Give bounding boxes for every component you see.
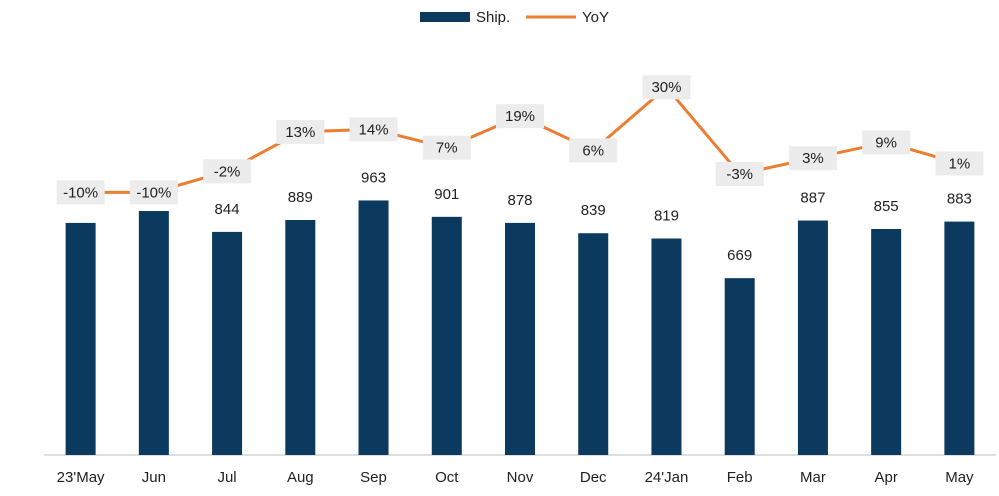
x-tick-label: Dec bbox=[580, 469, 607, 486]
data-label: -10% bbox=[63, 184, 98, 201]
bar bbox=[138, 211, 169, 455]
data-label: 3% bbox=[802, 150, 824, 167]
data-label-bg bbox=[422, 135, 471, 160]
data-label-bg bbox=[56, 180, 105, 205]
legend-swatch bbox=[420, 12, 470, 22]
bar bbox=[944, 221, 975, 455]
data-label: 844 bbox=[215, 201, 240, 218]
data-label: 7% bbox=[436, 140, 458, 157]
data-label-bg bbox=[569, 138, 618, 163]
x-tick-label: Aug bbox=[287, 469, 314, 486]
x-tick-label: Jul bbox=[217, 469, 236, 486]
data-label: 669 bbox=[727, 247, 752, 264]
x-tick-label: May bbox=[945, 469, 974, 486]
x-tick-label: Feb bbox=[727, 469, 753, 486]
data-label-bg bbox=[935, 151, 984, 176]
data-label-bg bbox=[788, 146, 837, 171]
bar bbox=[651, 238, 682, 455]
legend-label: YoY bbox=[582, 9, 609, 26]
data-label-bg bbox=[276, 119, 325, 144]
bar bbox=[431, 216, 462, 455]
legend-label: Ship. bbox=[476, 9, 510, 26]
data-label: 19% bbox=[505, 108, 535, 125]
data-label: 30% bbox=[651, 79, 681, 96]
x-tick-label: Nov bbox=[507, 469, 534, 486]
data-label: -2% bbox=[214, 163, 241, 180]
data-label-bg bbox=[642, 75, 691, 100]
data-label: 14% bbox=[359, 121, 389, 138]
data-label: 883 bbox=[947, 191, 972, 208]
data-label: 839 bbox=[581, 202, 606, 219]
bar bbox=[212, 231, 243, 455]
x-tick-label: 23'May bbox=[57, 469, 105, 486]
data-label-bg bbox=[715, 161, 764, 186]
data-label: 13% bbox=[285, 124, 315, 141]
bar bbox=[797, 220, 828, 455]
x-tick-label: Sep bbox=[360, 469, 387, 486]
x-tick-label: Jun bbox=[142, 469, 166, 486]
bar bbox=[871, 228, 902, 455]
data-label-bg bbox=[203, 159, 252, 184]
bar bbox=[65, 222, 96, 455]
data-label: 901 bbox=[434, 186, 459, 203]
x-tick-label: Apr bbox=[874, 469, 897, 486]
data-label: 963 bbox=[361, 169, 386, 186]
bar bbox=[505, 222, 535, 455]
bar bbox=[285, 220, 316, 455]
data-label: 889 bbox=[288, 189, 313, 206]
data-label: 878 bbox=[507, 192, 532, 209]
data-label-bg bbox=[349, 117, 398, 142]
x-tick-label: Oct bbox=[435, 469, 459, 486]
data-label: -10% bbox=[136, 184, 171, 201]
bar bbox=[578, 233, 609, 455]
data-label-bg bbox=[129, 180, 178, 205]
data-label: 855 bbox=[874, 198, 899, 215]
bar bbox=[358, 200, 389, 455]
data-label-bg bbox=[496, 104, 544, 129]
x-tick-label: Mar bbox=[800, 469, 826, 486]
data-label-bg bbox=[862, 130, 911, 155]
data-label: -3% bbox=[726, 166, 753, 183]
data-label: 887 bbox=[800, 190, 825, 207]
bar bbox=[724, 278, 755, 455]
data-label: 6% bbox=[582, 142, 604, 159]
data-label: 1% bbox=[949, 155, 971, 172]
data-label: 9% bbox=[875, 134, 897, 151]
data-label: 819 bbox=[654, 207, 679, 224]
x-tick-label: 24'Jan bbox=[645, 469, 689, 486]
